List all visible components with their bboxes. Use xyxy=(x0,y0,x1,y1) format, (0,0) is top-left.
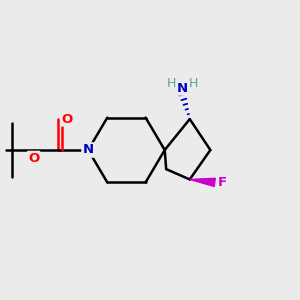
Text: N: N xyxy=(82,143,94,157)
Text: F: F xyxy=(218,176,227,189)
Text: N: N xyxy=(177,82,188,95)
Text: O: O xyxy=(61,112,72,126)
Text: H: H xyxy=(189,77,198,90)
Text: O: O xyxy=(28,152,39,165)
Polygon shape xyxy=(190,178,215,187)
Text: H: H xyxy=(167,77,176,90)
